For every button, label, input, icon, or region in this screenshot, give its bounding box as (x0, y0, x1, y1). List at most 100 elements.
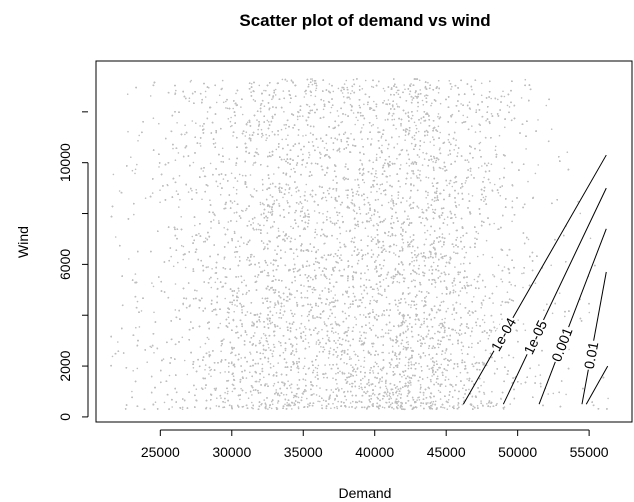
scatter-point (264, 403, 267, 405)
scatter-point (279, 309, 282, 311)
scatter-point (376, 301, 378, 304)
scatter-point (374, 268, 376, 270)
scatter-point (444, 317, 446, 320)
scatter-point (224, 401, 226, 404)
scatter-point (367, 212, 370, 214)
scatter-point (390, 339, 392, 341)
scatter-point (303, 285, 305, 287)
scatter-point (253, 188, 256, 190)
scatter-point (244, 330, 247, 332)
scatter-point (348, 406, 351, 408)
scatter-point (293, 354, 296, 356)
scatter-point (434, 256, 437, 258)
scatter-point (372, 123, 375, 126)
scatter-point (305, 328, 307, 330)
scatter-point (362, 314, 365, 316)
scatter-point (195, 189, 197, 191)
scatter-point (311, 288, 314, 291)
scatter-point (177, 152, 180, 154)
scatter-point (220, 344, 223, 347)
scatter-point (411, 170, 413, 172)
scatter-point (417, 105, 419, 108)
scatter-point (295, 187, 297, 189)
scatter-point (153, 311, 155, 314)
scatter-point (336, 346, 339, 349)
scatter-point (227, 390, 229, 393)
scatter-point (471, 327, 474, 329)
scatter-point (447, 399, 450, 401)
scatter-point (447, 154, 450, 156)
scatter-point (296, 186, 299, 188)
scatter-point (471, 342, 473, 345)
scatter-point (391, 282, 394, 284)
scatter-point (418, 79, 421, 82)
scatter-point (346, 290, 349, 293)
scatter-point (334, 294, 337, 296)
scatter-point (425, 238, 427, 241)
scatter-point (385, 379, 387, 382)
scatter-point (284, 189, 287, 191)
scatter-point (439, 131, 442, 134)
scatter-point (307, 403, 309, 406)
scatter-point (402, 242, 405, 244)
scatter-point (364, 227, 367, 229)
scatter-point (418, 399, 421, 401)
scatter-point (371, 345, 374, 348)
scatter-point (196, 290, 198, 292)
scatter-point (249, 174, 252, 176)
scatter-point (375, 267, 378, 269)
scatter-point (330, 106, 333, 109)
scatter-point (437, 389, 440, 392)
scatter-point (414, 279, 416, 282)
scatter-point (315, 343, 318, 345)
scatter-point (263, 89, 265, 92)
scatter-point (247, 397, 250, 400)
scatter-point (400, 226, 403, 229)
scatter-point (240, 357, 242, 359)
scatter-point (311, 78, 314, 80)
scatter-point (442, 168, 444, 170)
scatter-point (382, 249, 384, 252)
scatter-point (410, 177, 412, 179)
scatter-point (471, 125, 473, 127)
scatter-point (166, 183, 169, 186)
scatter-point (361, 255, 364, 258)
scatter-point (398, 393, 400, 395)
scatter-point (284, 251, 287, 253)
scatter-point (470, 146, 473, 148)
scatter-point (564, 315, 566, 318)
scatter-point (351, 199, 354, 201)
scatter-point (385, 385, 387, 388)
scatter-point (364, 272, 366, 274)
scatter-point (296, 384, 299, 386)
scatter-point (452, 285, 454, 287)
scatter-point (389, 175, 391, 177)
scatter-point (271, 400, 273, 403)
scatter-point (357, 253, 360, 256)
scatter-point (408, 165, 411, 167)
scatter-point (242, 210, 244, 212)
scatter-point (379, 380, 381, 382)
scatter-point (162, 358, 165, 360)
scatter-point (308, 105, 311, 108)
scatter-point (381, 351, 383, 354)
scatter-point (233, 251, 236, 253)
scatter-point (210, 375, 212, 378)
scatter-point (222, 178, 225, 180)
scatter-point (323, 273, 326, 276)
scatter-point (396, 280, 399, 283)
scatter-point (381, 314, 383, 317)
scatter-point (362, 349, 365, 352)
scatter-point (407, 215, 409, 217)
scatter-point (483, 200, 485, 202)
scatter-point (396, 157, 398, 160)
scatter-point (383, 314, 386, 316)
scatter-point (245, 209, 247, 212)
scatter-point (295, 191, 298, 193)
scatter-point (434, 400, 437, 403)
scatter-point (384, 290, 386, 293)
scatter-point (290, 168, 293, 171)
scatter-point (401, 405, 403, 408)
scatter-point (508, 106, 511, 108)
scatter-point (370, 107, 373, 110)
